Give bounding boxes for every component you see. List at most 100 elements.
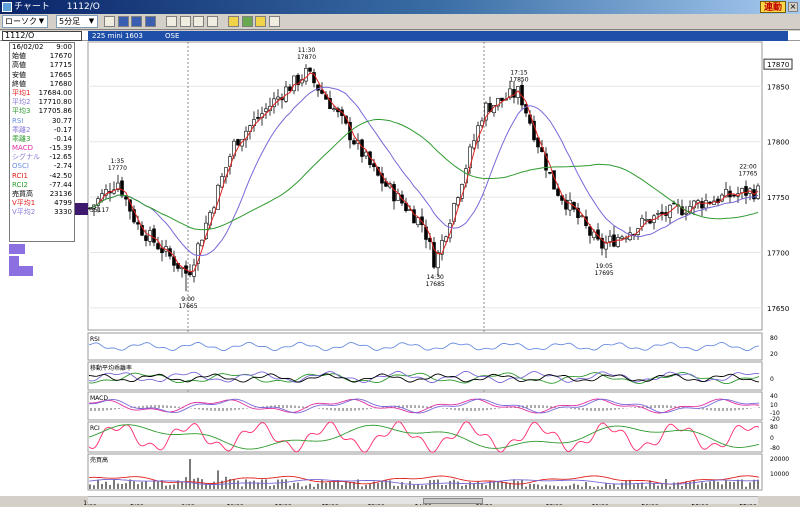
info-row: 平均1 17684.00 — [10, 89, 74, 98]
candle-body — [692, 200, 696, 209]
info-label: MACD — [12, 144, 33, 153]
deviation-line-3 — [88, 371, 760, 385]
symbol-input[interactable]: 1112/O — [2, 31, 82, 41]
candle-body — [592, 231, 596, 238]
candle-body — [680, 206, 684, 216]
info-row: OSCI -2.74 — [10, 162, 74, 171]
info-row: 16/02/02 9:00 — [10, 43, 74, 52]
delete-icon[interactable] — [268, 16, 280, 27]
info-label: OSCI — [12, 162, 29, 171]
volume-ma2-line — [88, 478, 760, 485]
annotation-price: 17770 — [108, 165, 127, 172]
indicator-tick-label: -10 — [770, 410, 780, 417]
candle-body — [392, 184, 396, 202]
current-price-box — [763, 58, 793, 70]
info-label: 売買高 — [12, 190, 33, 198]
candle-body — [264, 108, 268, 112]
info-value: -42.50 — [49, 171, 72, 180]
copy-icon[interactable] — [241, 16, 253, 27]
candle-body — [136, 222, 140, 225]
rci-slow-line — [88, 424, 760, 450]
left-edge-label: 35117 — [90, 207, 109, 214]
candle-body — [152, 228, 156, 243]
indicator-tick-label: -80 — [770, 445, 780, 452]
info-row: 乖離2 -0.17 — [10, 126, 74, 135]
candle-body — [732, 194, 736, 197]
link-button[interactable]: 連動 — [759, 1, 786, 13]
candle-body — [432, 242, 436, 268]
candle-body — [524, 104, 528, 114]
candle-body — [744, 186, 748, 196]
candle-body — [724, 188, 728, 198]
close-icon[interactable]: × — [788, 2, 798, 12]
indicator-label: 売買高 — [90, 456, 108, 464]
save-icon[interactable] — [193, 16, 204, 27]
layout-icon[interactable] — [104, 16, 115, 27]
toolbar: ローソク ▼ 5分足 ▼ — [0, 14, 800, 30]
info-label: 平均1 — [12, 88, 31, 97]
chevron-down-icon: ▼ — [88, 17, 95, 25]
info-label: シグナル — [12, 153, 40, 162]
candle-body — [416, 217, 420, 226]
indicator-label: MACD — [90, 395, 108, 402]
fill-icon[interactable] — [117, 16, 129, 27]
annotation-time: 9:00 — [181, 296, 195, 303]
candle-body — [292, 75, 296, 92]
candle-body — [484, 102, 488, 121]
candle-body — [256, 117, 260, 119]
info-row: 始値 17670 — [10, 52, 74, 61]
info-value: 17715 — [49, 61, 72, 70]
cross-icon[interactable] — [144, 16, 156, 27]
info-row: 終値 17680 — [10, 80, 74, 89]
indicator-tick-label: 20 — [770, 351, 778, 358]
annotation-time: 11:30 — [298, 47, 315, 54]
info-value: 23136 — [49, 190, 72, 198]
annotation-price: 17665 — [178, 303, 197, 310]
indicator-tick-label: 0 — [770, 435, 774, 442]
candle-body — [120, 180, 124, 197]
indicator-tick-label: 20000 — [770, 456, 789, 463]
info-label: 乖離2 — [12, 125, 31, 134]
search-icon[interactable] — [255, 16, 266, 27]
indicator-panel — [87, 332, 763, 361]
info-row: RCI2 -77.44 — [10, 181, 74, 190]
scroll-thumb[interactable] — [423, 498, 483, 504]
candle-body — [124, 196, 128, 200]
volume-ma1-line — [88, 475, 760, 485]
info-row: 安値 17665 — [10, 71, 74, 80]
cut-icon[interactable] — [228, 16, 239, 27]
info-label: 平均2 — [12, 98, 31, 107]
candle-body — [600, 237, 604, 249]
info-label: RCI2 — [12, 180, 28, 189]
timeframe-select[interactable]: 5分足 ▼ — [56, 15, 98, 28]
deviation-line-1 — [88, 373, 760, 383]
candle-body — [188, 271, 192, 276]
annotation-price: 17685 — [426, 281, 445, 288]
indicator-panel — [87, 391, 763, 421]
annotation-time: 22:00 — [739, 163, 756, 170]
info-value: -2.74 — [53, 162, 72, 171]
info-value: -77.44 — [49, 180, 72, 189]
info-label: 始値 — [12, 52, 26, 61]
grid-icon[interactable] — [131, 16, 142, 27]
candle-body — [704, 200, 708, 209]
candle-body — [588, 226, 592, 236]
chart-style-select[interactable]: ローソク ▼ — [2, 15, 48, 28]
info-row: 平均2 17710.80 — [10, 98, 74, 107]
info-value: -0.17 — [53, 125, 72, 134]
pen-icon[interactable] — [206, 16, 218, 27]
info-row: 売買高 23136 — [10, 190, 74, 199]
annotation-time: 17:15 — [510, 69, 527, 76]
ma3-line — [89, 118, 759, 231]
window-title: チャート — [14, 2, 50, 12]
annotation-time: 14:30 — [427, 274, 444, 281]
time-scrollbar[interactable] — [88, 496, 758, 504]
candle-body — [436, 252, 440, 269]
candle-body — [620, 236, 624, 239]
info-panel: 16/02/02 9:00 始値 17670 高値 17715 安値 17665 終値 17680… — [9, 42, 75, 242]
volume-profile-bar — [9, 256, 19, 266]
trend-icon[interactable] — [166, 16, 177, 27]
info-label: RSI — [12, 116, 24, 125]
zoom-icon[interactable] — [179, 16, 191, 27]
